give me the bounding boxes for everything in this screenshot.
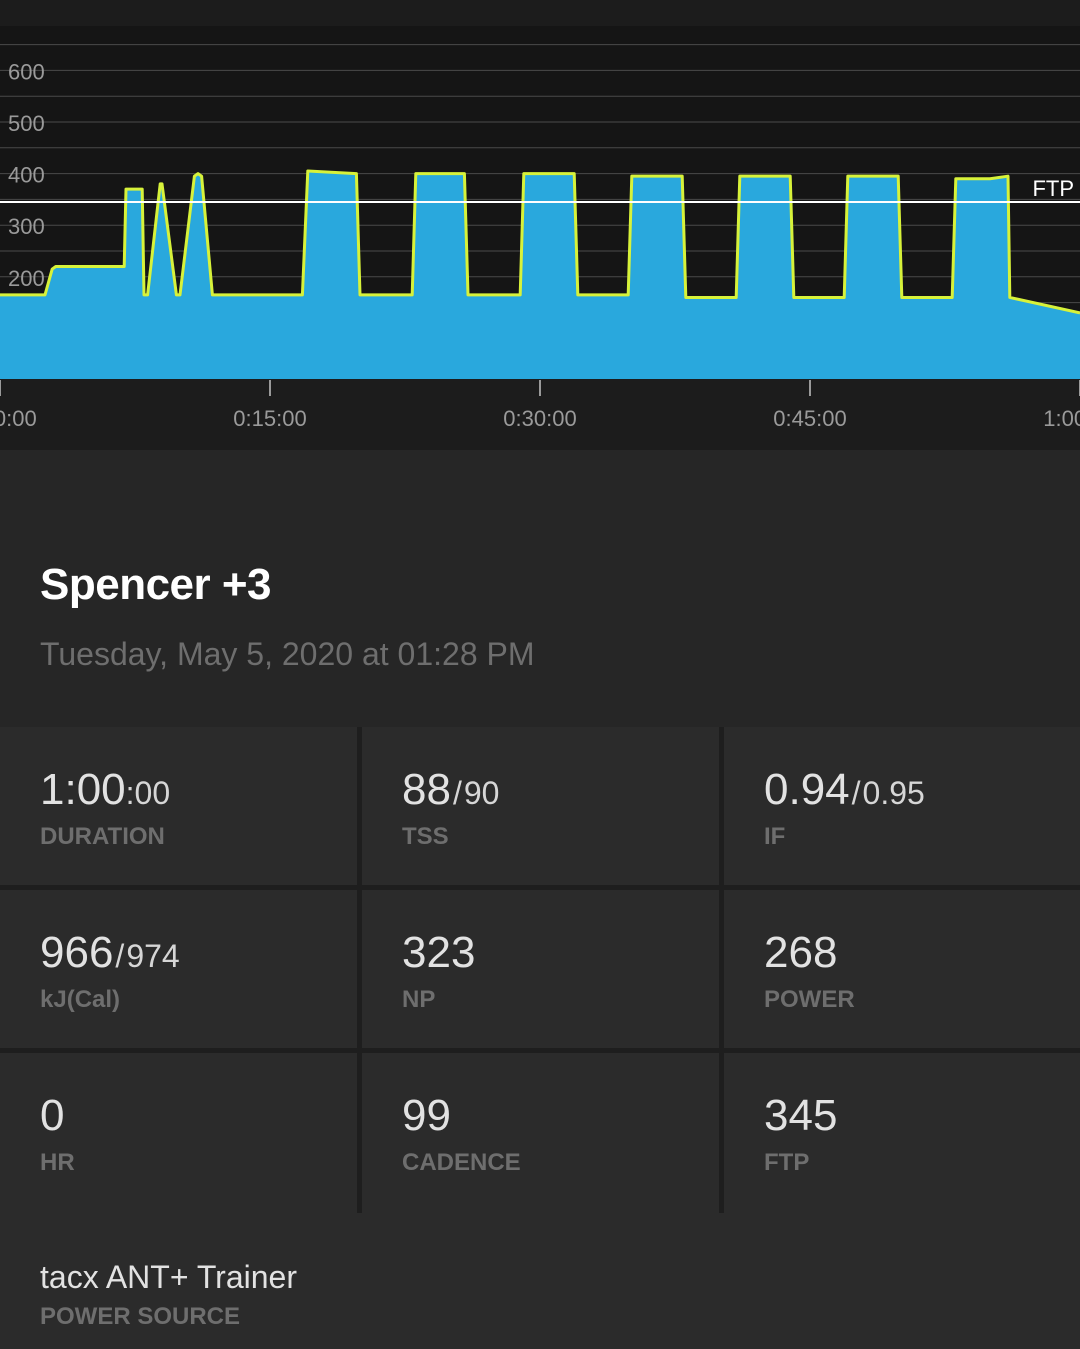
x-tick-label: 0:15:00	[233, 406, 306, 431]
tss-sub: 90	[463, 775, 500, 811]
kj-sub: 974	[126, 938, 180, 974]
stat-kj: 966/974 kJ(Cal)	[0, 890, 357, 1048]
stat-label: POWER	[764, 986, 855, 1013]
kj-main: 966	[40, 928, 114, 977]
power-line	[0, 169, 1080, 315]
stat-if: 0.94/0.95 IF	[724, 727, 1080, 885]
y-tick-label: 300	[8, 214, 45, 239]
power-chart: 200 300 400 500 600 FTP 0:00:00 0:15:00 0:30:00 0…	[0, 0, 1080, 450]
stat-label: HR	[40, 1149, 75, 1176]
power-source-label: POWER SOURCE	[40, 1303, 241, 1330]
x-tick-label: 0:30:00	[503, 406, 576, 431]
stat-duration: 1:00:00 DURATION	[0, 727, 357, 885]
y-tick-label: 600	[8, 59, 45, 84]
stat-cadence: 99 CADENCE	[362, 1053, 719, 1213]
stat-label: IF	[764, 823, 786, 850]
stat-label: NP	[402, 986, 436, 1013]
slash: /	[851, 775, 861, 811]
stats-grid: 1:00:00 DURATION 88/90 TSS 0.94/0.95 IF …	[0, 727, 1080, 1213]
workout-date: Tuesday, May 5, 2020 at 01:28 PM	[40, 636, 535, 672]
y-tick-label: 500	[8, 111, 45, 136]
stat-value: 0.94/0.95	[764, 765, 925, 815]
stat-value: 966/974	[40, 928, 180, 978]
x-tick-label: 1:00:00	[1043, 406, 1080, 431]
power-chart-svg: 200 300 400 500 600 FTP 0:00:00 0:15:00 0:30:00 0…	[0, 26, 1080, 431]
if-sub: 0.95	[862, 775, 925, 811]
stat-hr: 0 HR	[0, 1053, 357, 1213]
y-tick-label: 200	[8, 266, 45, 291]
power-source-name: tacx ANT+ Trainer	[40, 1259, 297, 1295]
slash: /	[452, 775, 462, 811]
stat-value: 323	[402, 928, 476, 977]
stat-value: 0	[40, 1091, 65, 1140]
stat-value: 268	[764, 928, 838, 977]
power-area	[0, 171, 1080, 380]
tss-main: 88	[402, 765, 451, 814]
duration-main: 1:00	[40, 765, 126, 814]
stat-tss: 88/90 TSS	[362, 727, 719, 885]
stat-label: kJ(Cal)	[40, 986, 121, 1013]
power-source: tacx ANT+ Trainer POWER SOURCE	[0, 1213, 1080, 1349]
ftp-label: FTP	[1032, 176, 1074, 201]
stat-label: TSS	[402, 823, 449, 850]
if-main: 0.94	[764, 765, 850, 814]
stat-value: 99	[402, 1091, 451, 1140]
x-tick-label: 0:45:00	[773, 406, 846, 431]
workout-title: Spencer +3	[40, 560, 272, 609]
y-tick-label: 400	[8, 163, 45, 188]
stat-label: DURATION	[40, 823, 165, 850]
workout-header: Spencer +3 Tuesday, May 5, 2020 at 01:28…	[0, 450, 1080, 727]
stat-label: CADENCE	[402, 1149, 521, 1176]
stat-ftp: 345 FTP	[724, 1053, 1080, 1213]
x-tick-label: 0:00:00	[0, 406, 37, 431]
stat-value: 88/90	[402, 765, 499, 815]
stat-np: 323 NP	[362, 890, 719, 1048]
stat-value: 1:00:00	[40, 765, 170, 815]
slash: /	[115, 938, 125, 974]
duration-sub: :00	[125, 775, 171, 811]
stat-label: FTP	[764, 1149, 810, 1176]
stat-value: 345	[764, 1091, 838, 1140]
stat-power: 268 POWER	[724, 890, 1080, 1048]
